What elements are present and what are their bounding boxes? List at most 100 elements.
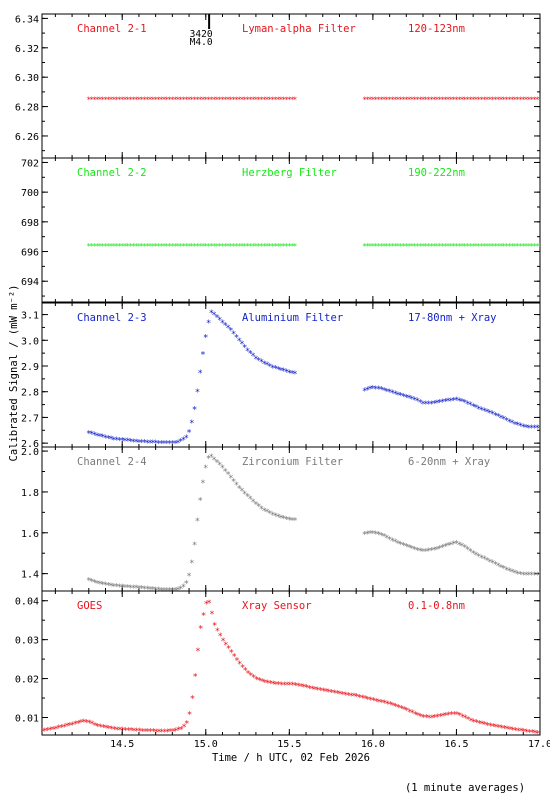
panel-5-data-point: *: [245, 670, 250, 680]
panel-4-data-point: *: [521, 571, 526, 581]
panel-5-data-point: *: [343, 691, 348, 701]
panel-3-data-point: *: [172, 440, 177, 450]
panel-1-data-point: *: [223, 96, 228, 105]
panel-1-data-point: *: [214, 96, 219, 105]
panel-3-data-point: *: [431, 399, 436, 409]
panel-4-data-point: *: [484, 557, 489, 567]
panel-3-data-point: *: [231, 330, 236, 340]
panel-1-data-point: *: [504, 96, 509, 105]
panel-1-data-point: *: [123, 96, 128, 105]
panel-4-data-point: *: [392, 538, 397, 548]
panel-4-data-point: *: [192, 541, 197, 551]
panel-1-data-point: *: [262, 96, 267, 105]
panel-5-data-point: *: [365, 695, 370, 705]
panel-3-data-point: *: [139, 439, 144, 449]
panel-4-data-point: *: [504, 566, 509, 576]
panel-4-data-point: *: [448, 541, 453, 551]
panel-3-data-point: *: [379, 386, 384, 396]
panel-4-data-point: *: [367, 530, 372, 540]
panel-5-data-point: *: [187, 710, 192, 720]
panel-3-data-point: *: [225, 324, 230, 334]
panel-4-data-point: *: [250, 498, 255, 508]
panel-4-channel-label: Channel 2-4: [77, 456, 147, 468]
panel-5-data-point: *: [312, 685, 317, 695]
panel-2-data-point: *: [176, 242, 181, 251]
panel-5-data-point: *: [134, 727, 139, 737]
panel-2-data-point: *: [95, 242, 100, 251]
panel-2-data-point: *: [234, 242, 239, 251]
panel-5-data-point: *: [382, 699, 387, 709]
panel-1-data-point: *: [245, 96, 250, 105]
panel-5-data-point: *: [354, 693, 359, 703]
panel-5-data-point: *: [490, 722, 495, 732]
panel-5-data-point: *: [454, 710, 459, 720]
panel-1-data-point: *: [515, 96, 520, 105]
panel-5-data-point: *: [510, 726, 515, 736]
panel-5-data-point: *: [410, 709, 415, 719]
panel-5-data-point: *: [499, 724, 504, 734]
panel-3-data-point: *: [178, 438, 183, 448]
panel-5-data-point: *: [251, 674, 256, 684]
panel-4-data-point: *: [454, 540, 459, 550]
panel-4-data-point: *: [139, 585, 144, 595]
panel-3-data-point: *: [264, 361, 269, 371]
panel-4-data-point: *: [100, 580, 105, 590]
panel-1-data-point: *: [362, 96, 367, 105]
panel-1-data-point: *: [251, 96, 256, 105]
panel-2-data-point: *: [167, 242, 172, 251]
panel-1-data-point: *: [164, 96, 169, 105]
panel-3-data-point: *: [200, 351, 205, 361]
panel-4-data-point: *: [284, 515, 289, 525]
panel-3-ytick-label: 2.7: [21, 413, 39, 424]
panel-3-data-point: *: [242, 344, 247, 354]
panel-2-data-point: *: [368, 242, 373, 251]
panel-5-data-point: *: [360, 694, 365, 704]
panel-5-data-point: *: [204, 600, 209, 610]
panel-5-data-point: *: [117, 726, 122, 736]
panel-2-data-point: *: [237, 242, 242, 251]
panel-3-data-point: *: [89, 430, 94, 440]
panel-5-data-point: *: [173, 727, 178, 737]
panel-2-data-point: *: [178, 242, 183, 251]
panel-3-data-point: *: [429, 400, 434, 410]
panel-5-data-point: *: [521, 728, 526, 738]
panel-2-data-point: *: [251, 242, 256, 251]
panel-2-data-point: *: [159, 242, 164, 251]
panel-5-data-point: *: [435, 713, 440, 723]
panel-1-data-point: *: [237, 96, 242, 105]
panel-4-data-point: *: [476, 552, 481, 562]
panel-1-data-point: *: [396, 96, 401, 105]
panel-5-data-point: *: [128, 727, 133, 737]
panel-2-data-point: *: [209, 242, 214, 251]
panel-5-data-point: *: [279, 681, 284, 691]
panel-3-data-point: *: [147, 439, 152, 449]
panel-4-band-label: 6-20nm + Xray: [408, 456, 490, 468]
panel-3-data-point: *: [390, 389, 395, 399]
panel-3-data-point: *: [515, 421, 520, 431]
panel-1-data-point: *: [106, 96, 111, 105]
panel-3-data-point: *: [281, 367, 286, 377]
panel-2-data-point: *: [195, 242, 200, 251]
panel-3-data-point: *: [189, 419, 194, 429]
panel-4-data-point: *: [381, 533, 386, 543]
panel-1-data-point: *: [209, 96, 214, 105]
panel-4-data-point: *: [133, 584, 138, 594]
panel-4-filter-label: Zirconium Filter: [242, 456, 343, 468]
panel-3-data-point: *: [131, 438, 136, 448]
panel-1-data-point: *: [526, 96, 531, 105]
panel-4-data-point: *: [387, 535, 392, 545]
panel-5-data-point: *: [474, 719, 479, 729]
panel-3-data-point: *: [234, 333, 239, 343]
panel-2-data-point: *: [457, 242, 462, 251]
panel-1-data-point: *: [535, 96, 540, 105]
panel-5-band-label: 0.1-0.8nm: [408, 600, 465, 612]
panel-4-data-point: *: [384, 534, 389, 544]
panel-3-data-point: *: [509, 419, 514, 429]
panel-5-data-point: *: [332, 689, 337, 699]
panel-5-data-point: *: [415, 711, 420, 721]
panel-5-data-point: *: [234, 656, 239, 666]
panel-4-data-point: *: [92, 578, 97, 588]
panel-2-data-point: *: [86, 242, 91, 251]
panel-5-data-point: *: [262, 678, 267, 688]
panel-5-data-point: *: [254, 675, 259, 685]
